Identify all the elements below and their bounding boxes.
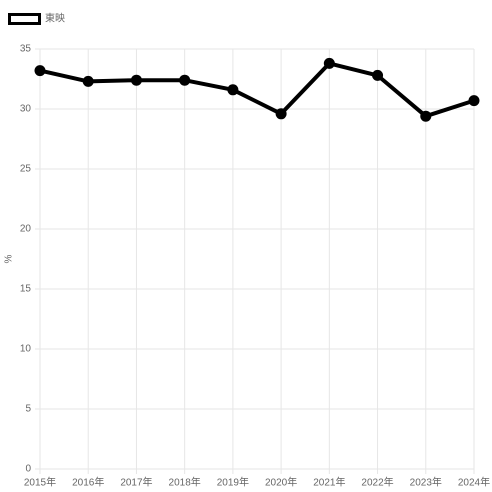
y-tick-label: 15: [20, 284, 32, 295]
data-point: [179, 74, 191, 86]
data-point: [275, 108, 287, 120]
data-point: [34, 65, 46, 77]
x-tick-label: 2020年: [265, 476, 297, 489]
y-tick-label: 5: [25, 404, 31, 415]
x-tick-label: 2016年: [72, 476, 104, 489]
data-point: [82, 75, 94, 87]
series-line: [39, 61, 475, 119]
x-tick-label: 2018年: [169, 476, 201, 489]
y-tick-label: 35: [20, 44, 32, 55]
data-point: [130, 74, 142, 86]
y-axis-label: %: [4, 254, 15, 263]
x-tick-label: 2019年: [217, 476, 249, 489]
y-tick-label: 25: [20, 164, 32, 175]
data-point: [420, 110, 432, 122]
data-point: [468, 95, 480, 107]
legend-swatch[interactable]: [8, 13, 41, 25]
legend-label[interactable]: 東映: [45, 12, 65, 25]
data-point: [323, 57, 335, 69]
y-tick-label: 0: [25, 464, 31, 475]
x-tick-label: 2024年: [458, 476, 490, 489]
x-tick-label: 2023年: [410, 476, 442, 489]
x-tick-label: 2022年: [361, 476, 393, 489]
y-tick-label: 10: [20, 344, 32, 355]
data-point: [227, 84, 239, 96]
y-tick-label: 30: [20, 104, 32, 115]
x-tick-label: 2021年: [313, 476, 345, 489]
y-tick-label: 20: [20, 224, 32, 235]
data-point: [372, 69, 384, 81]
x-tick-label: 2017年: [120, 476, 152, 489]
x-tick-label: 2015年: [24, 476, 56, 489]
